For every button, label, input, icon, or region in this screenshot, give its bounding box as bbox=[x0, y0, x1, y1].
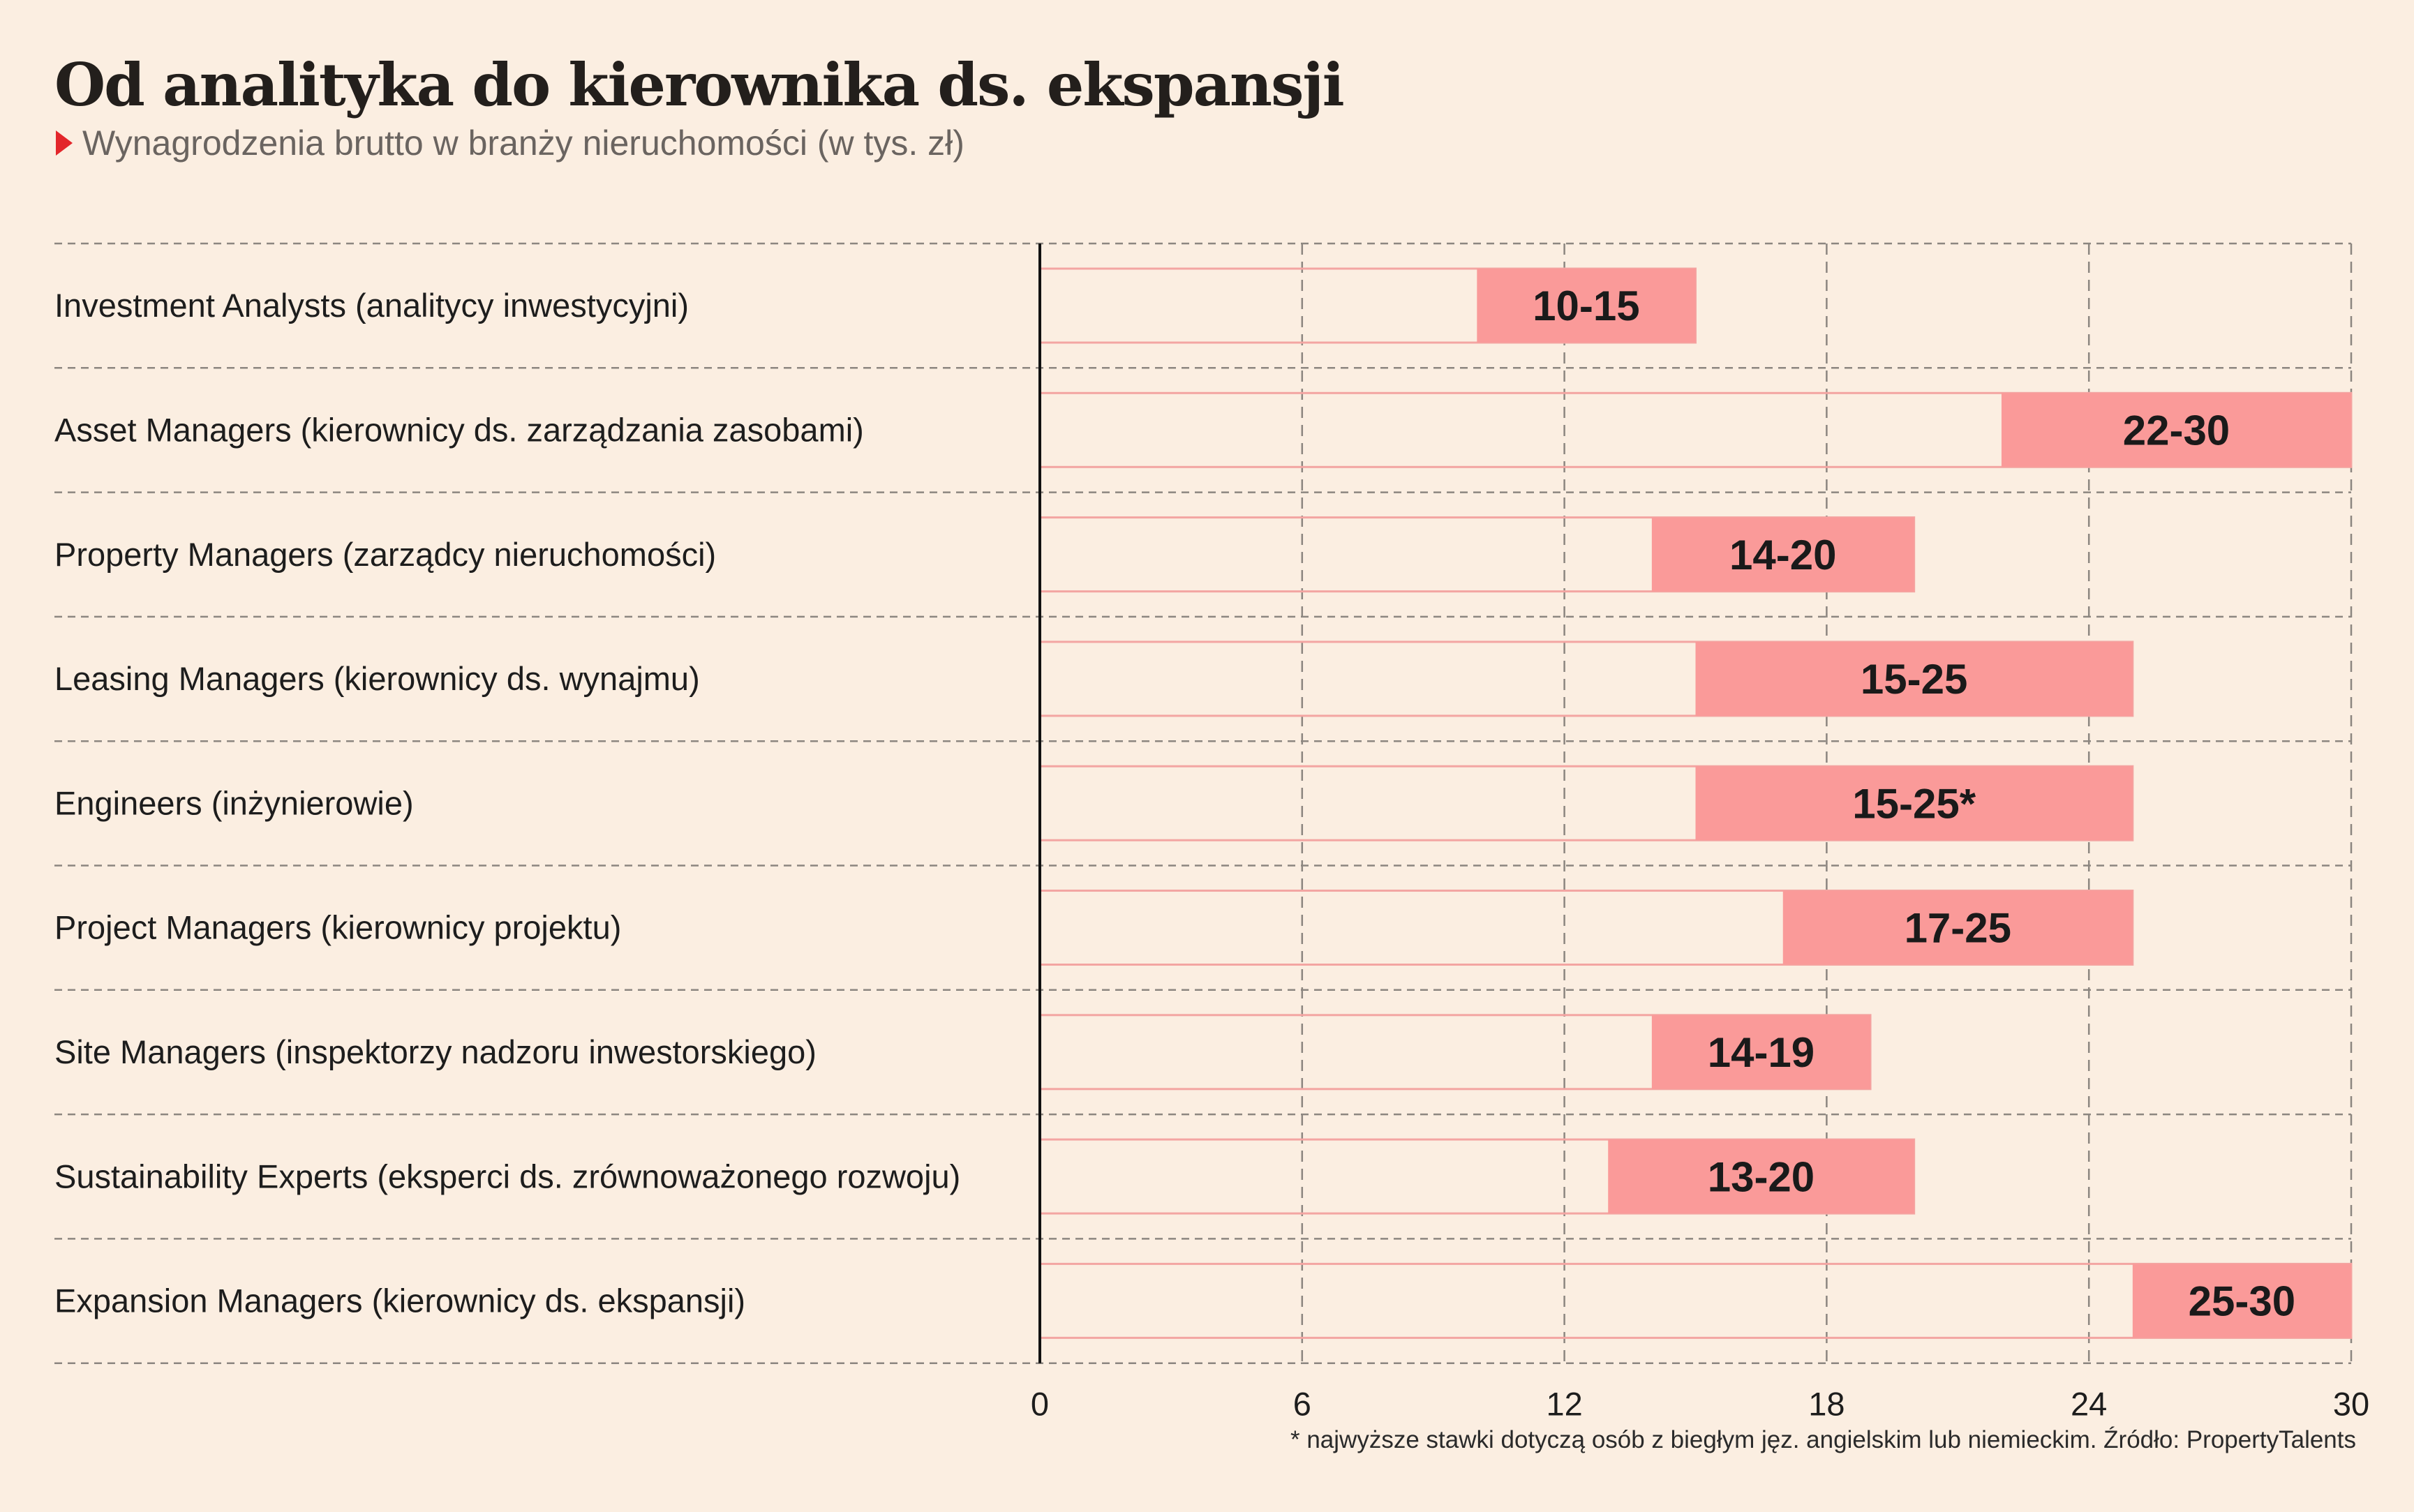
range-bar-label: 25-30 bbox=[2189, 1278, 2295, 1325]
chart-title: Od analityka do kierownika ds. ekspansji bbox=[54, 50, 1345, 119]
x-tick-label: 6 bbox=[1293, 1386, 1311, 1423]
x-tick-label: 0 bbox=[1031, 1386, 1049, 1423]
range-bar-label: 15-25 bbox=[1861, 656, 1967, 703]
range-bar-label: 14-19 bbox=[1708, 1029, 1815, 1076]
range-bar bbox=[1608, 1139, 1914, 1214]
range-bar-label: 17-25 bbox=[1905, 905, 2011, 952]
x-tick-label: 30 bbox=[2333, 1386, 2369, 1423]
range-bar-label: 15-25* bbox=[1852, 780, 1976, 827]
range-bar bbox=[2001, 393, 2351, 467]
category-label: Site Managers (inspektorzy nadzoru inwes… bbox=[54, 1033, 817, 1070]
range-bar bbox=[1651, 1015, 1871, 1089]
category-label: Sustainability Experts (eksperci ds. zró… bbox=[54, 1158, 960, 1195]
range-bar bbox=[1695, 641, 2133, 716]
x-tick-label: 12 bbox=[1546, 1386, 1582, 1423]
chart-subtitle-text: Wynagrodzenia brutto w branży nieruchomo… bbox=[82, 123, 964, 163]
footnote: * najwyższe stawki dotyczą osób z biegły… bbox=[1290, 1426, 2356, 1453]
chart-subtitle: Wynagrodzenia brutto w branży nieruchomo… bbox=[56, 123, 964, 163]
range-bar bbox=[1695, 766, 2133, 841]
range-bar bbox=[1477, 269, 1696, 343]
category-label: Asset Managers (kierownicy ds. zarządzan… bbox=[54, 411, 864, 448]
category-label: Engineers (inżynierowie) bbox=[54, 784, 414, 821]
category-label: Expansion Managers (kierownicy ds. ekspa… bbox=[54, 1282, 745, 1319]
range-bar bbox=[1782, 890, 2133, 965]
range-bar-label: 22-30 bbox=[2123, 407, 2230, 454]
category-label: Project Managers (kierownicy projektu) bbox=[54, 909, 621, 946]
range-bar-label: 10-15 bbox=[1533, 283, 1639, 329]
category-label: Investment Analysts (analitycy inwestycy… bbox=[54, 287, 689, 324]
range-bar-label: 14-20 bbox=[1729, 532, 1836, 578]
range-bar bbox=[1651, 517, 1914, 592]
category-label: Property Managers (zarządcy nieruchomośc… bbox=[54, 536, 716, 573]
x-tick-label: 24 bbox=[2071, 1386, 2107, 1423]
range-bar-label: 13-20 bbox=[1708, 1153, 1815, 1200]
category-label: Leasing Managers (kierownicy ds. wynajmu… bbox=[54, 660, 700, 697]
triangle-marker-icon bbox=[56, 130, 73, 156]
x-tick-label: 18 bbox=[1808, 1386, 1845, 1423]
range-bar bbox=[2132, 1264, 2351, 1338]
